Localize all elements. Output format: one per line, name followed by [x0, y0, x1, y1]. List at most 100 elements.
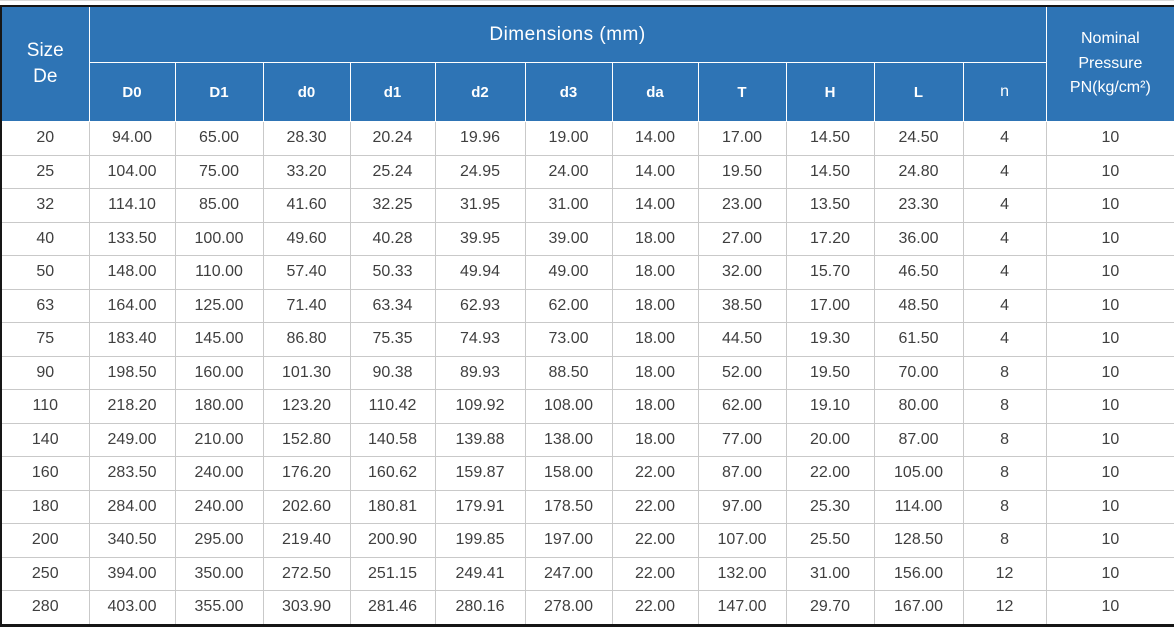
cell-n: 4 — [962, 255, 1047, 290]
cell-H: 13.50 — [785, 188, 875, 223]
cell-L: 48.50 — [873, 288, 964, 323]
cell-D0: 94.00 — [88, 121, 176, 156]
cell-T: 27.00 — [697, 221, 787, 256]
cell-d1: 32.25 — [349, 188, 436, 223]
cell-H: 14.50 — [785, 121, 875, 156]
cell-D1: 85.00 — [174, 188, 264, 223]
cell-da: 18.00 — [611, 355, 699, 390]
cell-D0: 183.40 — [88, 322, 176, 357]
cell-n: 4 — [962, 188, 1047, 223]
dimension-table: Size De Dimensions (mm) Nominal Pressure… — [0, 5, 1174, 627]
cell-size: 32 — [0, 188, 90, 223]
cell-d3: 138.00 — [524, 422, 613, 457]
cell-d0: 176.20 — [262, 456, 351, 491]
subheader-da: da — [611, 62, 699, 122]
cell-D0: 340.50 — [88, 523, 176, 558]
cell-d3: 197.00 — [524, 523, 613, 558]
cell-D1: 145.00 — [174, 322, 264, 357]
cell-n: 8 — [962, 389, 1047, 424]
cell-d1: 75.35 — [349, 322, 436, 357]
cell-da: 22.00 — [611, 556, 699, 591]
cell-T: 87.00 — [697, 456, 787, 491]
cell-D1: 180.00 — [174, 389, 264, 424]
cell-d1: 40.28 — [349, 221, 436, 256]
cell-n: 8 — [962, 523, 1047, 558]
cell-size: 75 — [0, 322, 90, 357]
table-row: 40 133.50 100.00 49.60 40.28 39.95 39.00 18.00 2… — [0, 221, 1174, 256]
cell-D1: 65.00 — [174, 121, 264, 156]
header-dimensions: Dimensions (mm) — [88, 5, 1047, 63]
cell-pn: 10 — [1045, 389, 1174, 424]
cell-H: 14.50 — [785, 154, 875, 189]
cell-D0: 284.00 — [88, 489, 176, 524]
cell-n: 4 — [962, 221, 1047, 256]
cell-D1: 125.00 — [174, 288, 264, 323]
cell-H: 20.00 — [785, 422, 875, 457]
cell-n: 4 — [962, 154, 1047, 189]
table-header: Size De Dimensions (mm) Nominal Pressure… — [0, 5, 1174, 122]
cell-d1: 180.81 — [349, 489, 436, 524]
cell-size: 90 — [0, 355, 90, 390]
cell-D1: 240.00 — [174, 489, 264, 524]
cell-T: 62.00 — [697, 389, 787, 424]
cell-da: 14.00 — [611, 188, 699, 223]
cell-da: 14.00 — [611, 154, 699, 189]
cell-d2: 109.92 — [434, 389, 526, 424]
table-row: 200 340.50 295.00 219.40 200.90 199.85 197.00 2… — [0, 523, 1174, 558]
cell-d2: 19.96 — [434, 121, 526, 156]
subheader-H: H — [785, 62, 875, 122]
cell-d2: 199.85 — [434, 523, 526, 558]
cell-T: 97.00 — [697, 489, 787, 524]
cell-d0: 219.40 — [262, 523, 351, 558]
cell-d1: 110.42 — [349, 389, 436, 424]
header-size: Size De — [0, 5, 90, 122]
cell-d2: 62.93 — [434, 288, 526, 323]
cell-d3: 31.00 — [524, 188, 613, 223]
cell-d1: 160.62 — [349, 456, 436, 491]
cell-da: 22.00 — [611, 523, 699, 558]
cell-d3: 62.00 — [524, 288, 613, 323]
cell-T: 23.00 — [697, 188, 787, 223]
cell-d3: 49.00 — [524, 255, 613, 290]
cell-n: 12 — [962, 590, 1047, 626]
cell-d2: 24.95 — [434, 154, 526, 189]
cell-L: 105.00 — [873, 456, 964, 491]
cell-d3: 178.50 — [524, 489, 613, 524]
cell-T: 44.50 — [697, 322, 787, 357]
cell-T: 107.00 — [697, 523, 787, 558]
cell-pn: 10 — [1045, 355, 1174, 390]
cell-pn: 10 — [1045, 188, 1174, 223]
cell-d3: 158.00 — [524, 456, 613, 491]
cell-d1: 90.38 — [349, 355, 436, 390]
cell-H: 22.00 — [785, 456, 875, 491]
table-row: 25 104.00 75.00 33.20 25.24 24.95 24.00 14.00 19… — [0, 154, 1174, 189]
table-row: 160 283.50 240.00 176.20 160.62 159.87 158.00 2… — [0, 456, 1174, 491]
cell-size: 40 — [0, 221, 90, 256]
cell-D1: 75.00 — [174, 154, 264, 189]
cell-H: 15.70 — [785, 255, 875, 290]
cell-L: 70.00 — [873, 355, 964, 390]
cell-pn: 10 — [1045, 523, 1174, 558]
table-row: 63 164.00 125.00 71.40 63.34 62.93 62.00 18.00 3… — [0, 288, 1174, 323]
subheader-D0: D0 — [88, 62, 176, 122]
cell-size: 250 — [0, 556, 90, 591]
cell-H: 19.50 — [785, 355, 875, 390]
cell-n: 12 — [962, 556, 1047, 591]
cell-pn: 10 — [1045, 556, 1174, 591]
cell-H: 25.50 — [785, 523, 875, 558]
cell-d2: 139.88 — [434, 422, 526, 457]
cell-D0: 133.50 — [88, 221, 176, 256]
cell-d2: 179.91 — [434, 489, 526, 524]
cell-L: 156.00 — [873, 556, 964, 591]
cell-n: 4 — [962, 322, 1047, 357]
cell-H: 17.00 — [785, 288, 875, 323]
cell-da: 18.00 — [611, 322, 699, 357]
cell-d2: 39.95 — [434, 221, 526, 256]
cell-D1: 295.00 — [174, 523, 264, 558]
cell-T: 132.00 — [697, 556, 787, 591]
cell-da: 18.00 — [611, 389, 699, 424]
cell-pn: 10 — [1045, 322, 1174, 357]
cell-size: 50 — [0, 255, 90, 290]
cell-L: 87.00 — [873, 422, 964, 457]
